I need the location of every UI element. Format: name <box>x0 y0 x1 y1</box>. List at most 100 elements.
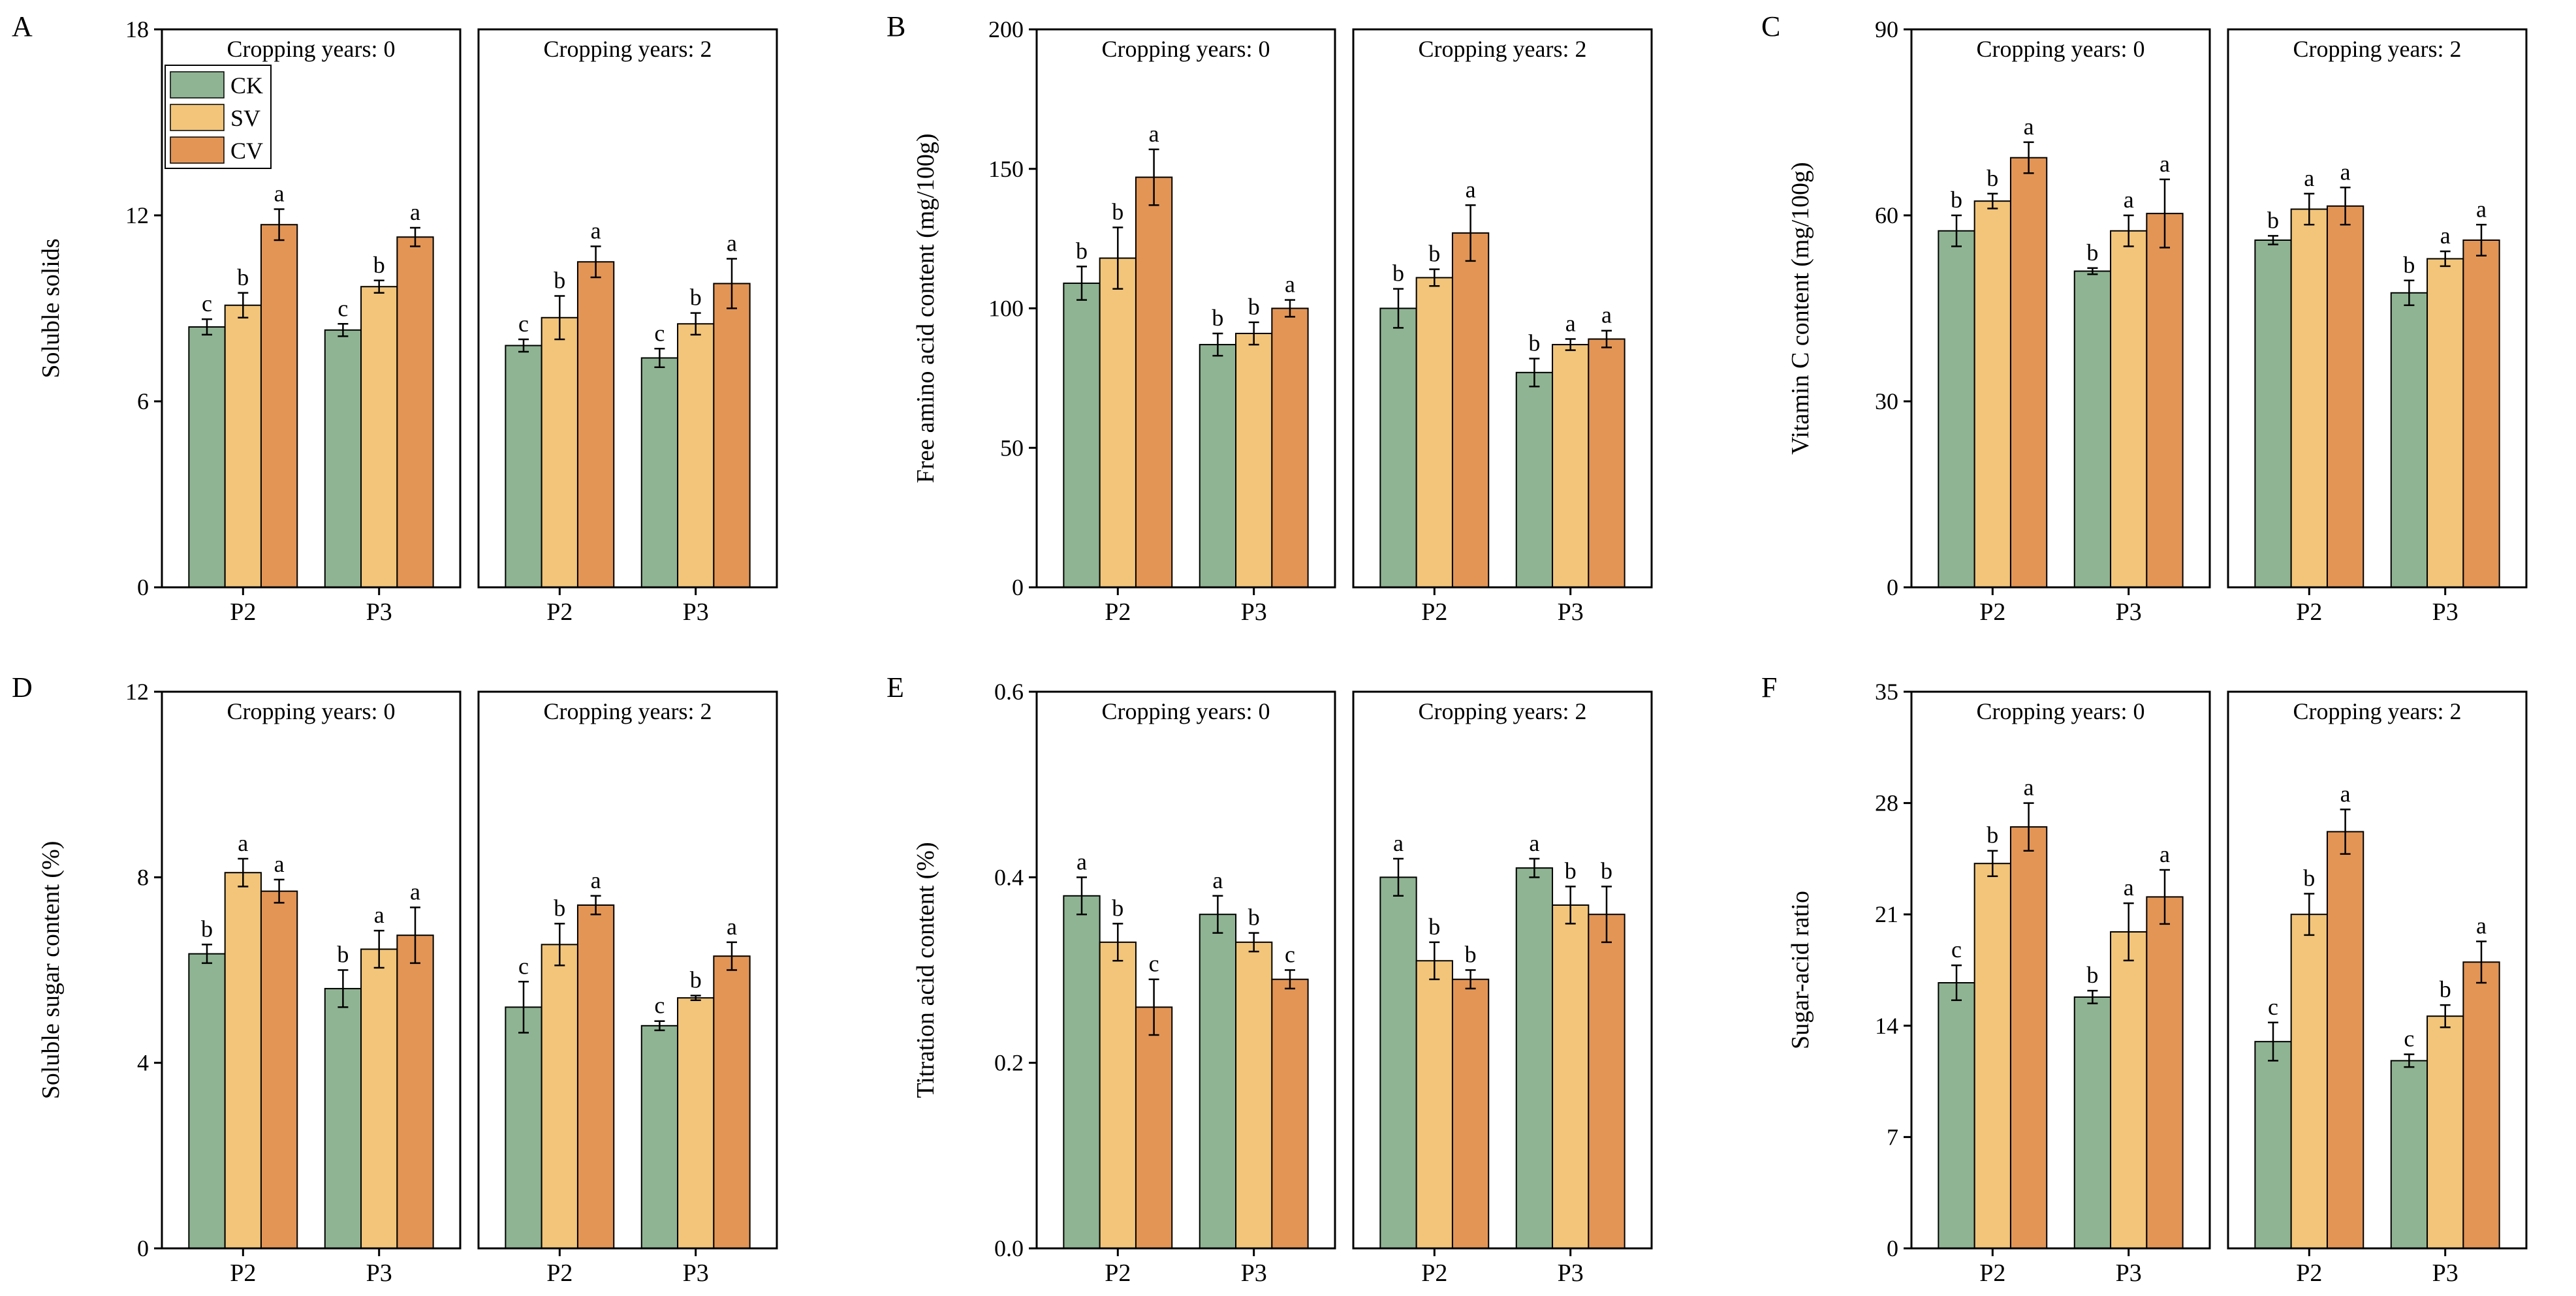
panel-label: F <box>1761 671 1777 703</box>
legend-label-cv: CV <box>230 138 263 164</box>
subplot-frame <box>161 28 462 589</box>
x-tick-label: P2 <box>1105 598 1131 626</box>
significance-letter: c <box>654 993 665 1019</box>
significance-letter: a <box>1212 867 1223 893</box>
subplot-frame <box>2227 690 2528 1250</box>
subplot-title: Cropping years: 0 <box>1102 698 1270 724</box>
subplot-title: Cropping years: 2 <box>2293 36 2462 62</box>
bar-cv-p2 <box>1135 1006 1173 1250</box>
bar-sv-p3 <box>1235 941 1273 1249</box>
subplot-frame <box>161 690 462 1250</box>
y-tick-label: 0 <box>137 574 149 600</box>
y-axis-label: Free amino acid content (mg/100g) <box>912 133 939 483</box>
significance-letter: c <box>202 290 212 316</box>
significance-letter: a <box>1466 176 1476 202</box>
x-tick-label: P2 <box>230 598 256 626</box>
significance-letter: b <box>2440 976 2451 1002</box>
bar-sv-p3 <box>2427 1015 2464 1249</box>
significance-letter: a <box>1149 121 1159 147</box>
y-tick-label: 7 <box>1887 1124 1898 1150</box>
bar-sv-p2 <box>1415 960 1453 1249</box>
subplot-frame <box>477 28 778 589</box>
subplot-title: Cropping years: 2 <box>1419 698 1587 724</box>
x-tick-label: P3 <box>1558 598 1584 626</box>
significance-letter: b <box>1076 238 1088 264</box>
x-tick-label: P2 <box>2296 598 2322 626</box>
y-tick-label: 12 <box>125 202 149 228</box>
subplot-frame <box>1910 690 2211 1250</box>
y-tick-label: 14 <box>1875 1013 1898 1039</box>
x-tick-label: P3 <box>1241 598 1267 626</box>
significance-letter: a <box>727 914 737 940</box>
bar-sv-p2 <box>1415 277 1453 588</box>
significance-letter: a <box>1565 311 1576 337</box>
y-tick-label: 12 <box>125 679 149 705</box>
significance-letter: a <box>274 181 285 207</box>
bar-sv-p3 <box>2427 258 2464 588</box>
y-tick-label: 100 <box>988 296 1024 322</box>
panel-label: E <box>887 671 904 703</box>
bar-sv-p2 <box>541 944 578 1249</box>
bar-cv-p2 <box>1135 176 1173 588</box>
subplot-frame <box>2227 28 2528 589</box>
significance-letter: a <box>591 218 601 244</box>
significance-letter: b <box>690 285 702 311</box>
significance-letter: b <box>1601 858 1612 884</box>
bar-ck-p2 <box>188 953 226 1250</box>
bar-cv-p3 <box>2462 961 2500 1250</box>
bar-ck-p2 <box>1938 230 1975 588</box>
bar-cv-p3 <box>1588 338 1626 589</box>
significance-letter: b <box>1528 330 1540 356</box>
significance-letter: b <box>2086 962 2098 988</box>
x-tick-label: P2 <box>2296 1259 2322 1287</box>
bar-ck-p3 <box>2390 1060 2428 1249</box>
significance-letter: a <box>1529 830 1539 856</box>
significance-letter: a <box>2340 780 2351 807</box>
y-tick-label: 90 <box>1875 16 1898 42</box>
significance-letter: b <box>373 252 385 278</box>
significance-letter: b <box>1465 942 1477 968</box>
y-tick-label: 0 <box>1887 574 1898 600</box>
bar-ck-p2 <box>1063 283 1101 588</box>
significance-letter: a <box>2024 114 2034 140</box>
y-tick-label: 0.6 <box>994 679 1024 705</box>
panel-label: D <box>12 671 33 703</box>
y-tick-label: 0 <box>1887 1235 1898 1261</box>
significance-letter: a <box>1601 302 1612 328</box>
bar-ck-p3 <box>1515 867 1554 1250</box>
bar-cv-p3 <box>713 283 751 588</box>
bar-sv-p2 <box>224 304 262 588</box>
bar-cv-p2 <box>2009 826 2048 1249</box>
y-tick-label: 0.4 <box>994 864 1024 890</box>
significance-letter: a <box>727 230 737 256</box>
bar-sv-p2 <box>1099 257 1137 588</box>
subplot-title: Cropping years: 0 <box>1102 36 1270 62</box>
x-tick-label: P2 <box>1105 1259 1131 1287</box>
significance-letter: a <box>2440 223 2451 249</box>
bar-sv-p3 <box>2110 931 2148 1249</box>
bar-cv-p3 <box>1271 978 1309 1249</box>
bar-sv-p3 <box>360 286 398 588</box>
bar-cv-p2 <box>2009 157 2048 588</box>
bar-ck-p3 <box>1515 371 1554 588</box>
bar-cv-p2 <box>576 261 615 588</box>
legend-label-ck: CK <box>230 72 263 99</box>
x-tick-label: P3 <box>366 1259 392 1287</box>
bar-cv-p2 <box>1451 232 1490 588</box>
significance-letter: a <box>2024 775 2034 801</box>
subplot-title: Cropping years: 0 <box>1977 36 2145 62</box>
significance-letter: c <box>518 953 529 979</box>
significance-letter: b <box>1392 260 1404 286</box>
significance-letter: a <box>1285 271 1295 298</box>
x-tick-label: P2 <box>1979 598 2005 626</box>
y-tick-label: 0.0 <box>994 1235 1024 1261</box>
y-axis-label: Titration acid content (%) <box>912 842 939 1098</box>
